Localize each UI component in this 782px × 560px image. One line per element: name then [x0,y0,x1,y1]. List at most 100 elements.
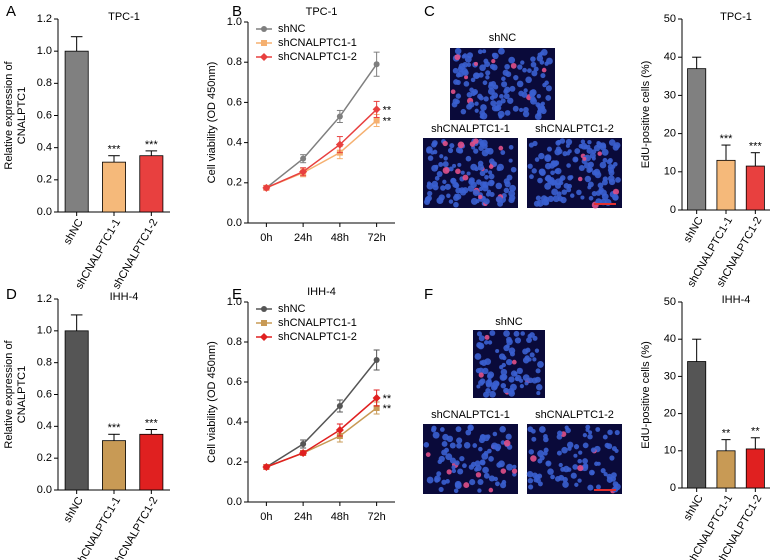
marker [260,333,268,341]
cell [506,463,513,471]
bar [64,330,89,491]
cell [572,464,579,470]
cell [578,143,584,149]
cell [470,90,476,97]
y-tick-label: 1.0 [227,296,242,308]
y-axis-label: Relative expression of [3,339,15,448]
cell [485,388,491,394]
cell [441,479,447,485]
y-tick-label: 1.0 [227,16,242,28]
cell [492,431,498,437]
cell [523,106,529,113]
cell [522,374,530,381]
y-tick-label: 0 [670,482,676,494]
cell [527,163,533,169]
bar [64,50,89,213]
cell [514,337,522,344]
bar [102,161,126,213]
y-tick-label: 0.6 [227,96,242,108]
cell [556,450,562,456]
cell [491,104,499,112]
marker [261,306,267,312]
cell [565,138,573,146]
cell [509,85,516,92]
y-tick-label: 30 [664,370,676,382]
marker [260,53,268,61]
cell [476,331,482,337]
cell [560,466,566,472]
cell [608,139,616,146]
cell [487,371,495,379]
y-axis-label: Cell viability (OD 450nm) [206,341,218,463]
cell [482,80,488,86]
chart-title: TPC-1 [720,11,752,23]
cell [463,80,470,87]
cell [478,372,484,378]
panel-label: E [232,286,242,303]
cell [479,64,486,72]
cell [468,101,475,108]
y-tick-label: 0.4 [227,137,242,149]
cell [501,373,508,381]
cell [587,161,594,168]
cell [491,59,496,64]
cell [503,439,511,447]
x-tick-label: shNC [682,215,706,245]
x-tick-label: 24h [294,511,312,523]
marker [261,40,267,46]
cell [517,64,523,70]
cell [587,484,594,491]
cell [482,49,487,54]
cell [476,179,482,185]
cell [557,430,563,436]
x-tick-label: 0h [260,511,272,523]
cell [426,146,433,153]
cell [500,468,507,474]
cell [587,181,594,188]
cell [499,426,506,433]
cell [562,481,569,488]
cell [511,359,517,365]
cell [596,141,603,149]
cell [508,144,514,150]
cell [439,154,444,159]
cell [464,75,469,80]
cell [612,188,620,195]
cell [507,388,515,395]
cell [488,81,494,87]
cell [478,145,484,151]
cell [512,105,519,112]
legend-label: shCNALPTC1-1 [278,317,357,329]
cell [536,384,543,391]
cell [533,200,541,207]
cell [462,463,467,469]
cell [478,186,484,192]
cell [546,146,552,152]
y-tick-label: 1.2 [37,13,52,25]
legend-label: shNC [278,303,306,315]
cell [501,479,507,485]
cell [608,169,615,176]
series-line [265,359,378,468]
cell [591,190,597,197]
cell [494,481,500,487]
cell [541,67,547,73]
cell [489,330,496,336]
cell [498,460,505,468]
y-axis-label: EdU-positive cells (%) [640,341,652,449]
cell [495,182,503,190]
cell [498,353,506,360]
cell [426,476,434,484]
cell [591,169,598,176]
cell [460,170,465,175]
cell [436,171,443,177]
chart-title: TPC-1 [306,6,338,18]
bar [745,165,765,211]
cell [506,338,513,346]
cell [580,139,586,144]
cell [501,362,506,368]
cell [484,168,489,173]
panel-label: B [232,3,242,20]
cell [613,483,621,491]
cell [440,427,445,432]
